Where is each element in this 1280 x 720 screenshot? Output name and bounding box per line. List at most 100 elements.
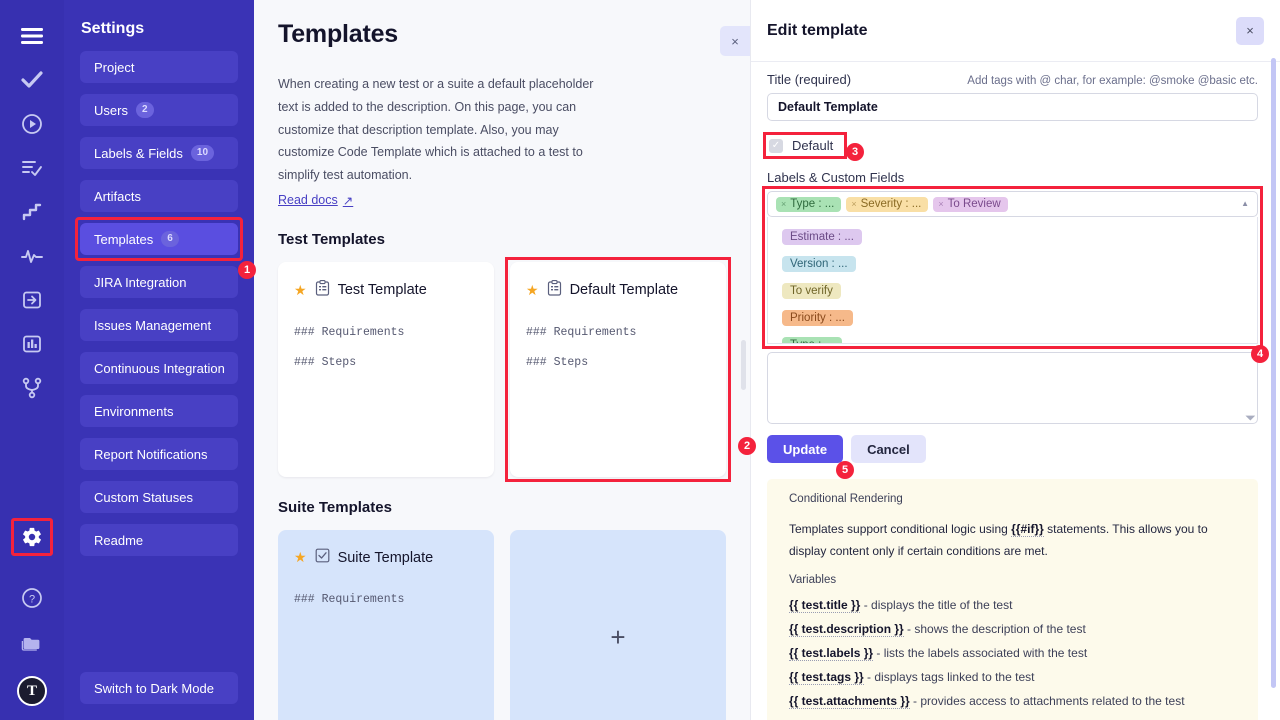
read-docs-link[interactable]: Read docs ↗ — [278, 193, 353, 208]
edit-template-panel: Edit template × Title (required) Add tag… — [750, 0, 1280, 720]
card-line: ### Steps — [526, 356, 589, 370]
sidebar-item-label: Issues Management — [94, 317, 212, 333]
dropdown-option-priority[interactable]: Priority : ... — [782, 308, 1257, 326]
cancel-button[interactable]: Cancel — [851, 435, 926, 463]
close-icon[interactable]: × — [1236, 16, 1264, 45]
test-templates-list: ★ Test Template ### Requirements ### Ste… — [278, 257, 731, 483]
external-link-icon: ↗ — [342, 193, 354, 208]
title-input[interactable]: Default Template — [767, 93, 1258, 121]
hamburger-menu-icon[interactable] — [12, 16, 52, 56]
variable-code: {{ test.attachments }} — [789, 694, 910, 710]
card-header: ★ Suite Template — [294, 548, 478, 567]
right-panel-scrollbar[interactable] — [1271, 58, 1276, 688]
chip-remove-icon[interactable]: × — [851, 198, 857, 209]
chip-severity[interactable]: × Severity : ... — [846, 196, 929, 212]
variables-heading: Variables — [789, 574, 837, 587]
bar-chart-icon[interactable] — [12, 324, 52, 364]
sidebar-item-environments[interactable]: Environments — [80, 395, 238, 427]
suite-templates-list: ★ Suite Template ### Requirements + — [278, 530, 726, 720]
sidebar-item-jira-integration[interactable]: JIRA Integration — [80, 266, 238, 298]
sidebar-item-continuous-integration[interactable]: Continuous Integration — [80, 352, 238, 384]
folder-icon[interactable] — [12, 622, 52, 662]
sidebar-item-label: Artifacts — [94, 188, 141, 204]
labels-fields-label: Labels & Custom Fields — [767, 170, 905, 185]
close-icon[interactable]: × — [720, 26, 750, 56]
default-checkbox-row[interactable]: ✓ Default — [763, 132, 847, 159]
avatar[interactable]: T — [17, 676, 47, 706]
add-suite-template-button[interactable]: + — [510, 530, 726, 720]
sidebar-item-templates[interactable]: Templates 6 — [75, 217, 243, 261]
card-title: Default Template — [569, 282, 679, 299]
help-infobox: Conditional Rendering Templates support … — [767, 479, 1258, 720]
template-card-test-template[interactable]: ★ Test Template ### Requirements ### Ste… — [278, 262, 494, 478]
chip-to-review[interactable]: × To Review — [933, 196, 1008, 212]
variable-row: {{ test.labels }} - lists the labels ass… — [789, 646, 1236, 662]
dropdown-option-to-verify[interactable]: To verify — [782, 281, 1257, 299]
resize-grip-icon[interactable]: ◢ — [1244, 409, 1257, 422]
card-line: ### Requirements — [526, 326, 637, 340]
chip-type[interactable]: × Type : ... — [776, 196, 842, 212]
dropdown-option-version[interactable]: Version : ... — [782, 254, 1257, 272]
chip-label: To Review — [947, 197, 1001, 210]
sidebar-badge: 10 — [190, 145, 215, 161]
branch-icon[interactable] — [12, 368, 52, 408]
sidebar-item-readme[interactable]: Readme — [80, 524, 238, 556]
sidebar-badge: 2 — [135, 102, 154, 118]
play-circle-icon[interactable] — [12, 104, 52, 144]
card-header: ★ Test Template — [294, 280, 478, 300]
labels-fields-dropdown[interactable]: Estimate : ... Version : ... To verify P… — [767, 217, 1258, 344]
chip-remove-icon[interactable]: × — [938, 198, 944, 209]
step-marker-1: 1 — [238, 261, 256, 279]
selected-chips-box[interactable]: × Type : ... × Severity : ... × To Revie… — [767, 191, 1258, 217]
sidebar-item-artifacts[interactable]: Artifacts — [80, 180, 238, 212]
star-icon: ★ — [294, 549, 307, 566]
edit-panel-body: Title (required) Add tags with @ char, f… — [751, 62, 1280, 720]
card-title: Suite Template — [337, 549, 434, 566]
description-textarea[interactable]: ◢ — [767, 352, 1258, 424]
gear-icon[interactable] — [11, 518, 53, 556]
template-card-default-template[interactable]: ★ Default Template ### Requirements ### … — [505, 257, 731, 483]
variable-desc: - displays tags linked to the test — [863, 670, 1035, 685]
chip-remove-icon[interactable]: × — [781, 198, 787, 209]
chip-label: Severity : ... — [860, 197, 922, 210]
option-chip: Version : ... — [782, 256, 856, 272]
dropdown-option-estimate[interactable]: Estimate : ... — [782, 227, 1257, 245]
steps-icon[interactable] — [12, 192, 52, 232]
test-run-list-icon[interactable] — [12, 148, 52, 188]
conditional-rendering-heading: Conditional Rendering — [789, 493, 903, 505]
sidebar-item-label: Labels & Fields — [94, 145, 183, 161]
activity-pulse-icon[interactable] — [12, 236, 52, 276]
sidebar-item-report-notifications[interactable]: Report Notifications — [80, 438, 238, 470]
paragraph-pre: Templates support conditional logic usin… — [789, 522, 1012, 536]
paragraph-post: statements. This allows you to display c… — [789, 522, 1208, 559]
sidebar-item-label: Continuous Integration — [94, 360, 225, 376]
chevron-up-icon[interactable]: ▲ — [1241, 199, 1249, 208]
labels-fields-select[interactable]: × Type : ... × Severity : ... × To Revie… — [762, 186, 1263, 349]
switch-dark-mode-button[interactable]: Switch to Dark Mode — [80, 672, 238, 704]
default-checkbox-label: Default — [792, 138, 834, 153]
sidebar-item-issues-management[interactable]: Issues Management — [80, 309, 238, 341]
help-circle-icon[interactable]: ? — [12, 578, 52, 618]
import-icon[interactable] — [12, 280, 52, 320]
variable-row: {{ test.attachments }} - provides access… — [789, 694, 1236, 710]
update-button[interactable]: Update — [767, 435, 844, 463]
variable-row: {{ test.tags }} - displays tags linked t… — [789, 670, 1236, 686]
middle-scrollbar[interactable] — [741, 340, 746, 390]
sidebar-item-label: JIRA Integration — [94, 274, 187, 290]
sidebar-item-project[interactable]: Project — [80, 51, 238, 83]
card-line: ### Steps — [294, 356, 357, 370]
template-card-suite-template[interactable]: ★ Suite Template ### Requirements — [278, 530, 494, 720]
clipboard-icon — [547, 280, 562, 300]
check-icon[interactable] — [12, 60, 52, 100]
sidebar-item-label: Readme — [94, 532, 144, 548]
sidebar-item-users[interactable]: Users 2 — [80, 94, 238, 126]
sidebar-item-labels-fields[interactable]: Labels & Fields 10 — [80, 137, 238, 169]
default-checkbox[interactable]: ✓ — [769, 138, 783, 153]
variable-code: {{ test.title }} — [789, 598, 861, 614]
sidebar-item-custom-statuses[interactable]: Custom Statuses — [80, 481, 238, 513]
dropdown-option-type[interactable]: Type : ... — [782, 335, 1257, 343]
option-chip: Type : ... — [782, 337, 843, 343]
sidebar-item-label: Project — [94, 59, 135, 75]
card-title: Test Template — [337, 282, 427, 299]
sidebar-item-label: Environments — [94, 403, 174, 419]
